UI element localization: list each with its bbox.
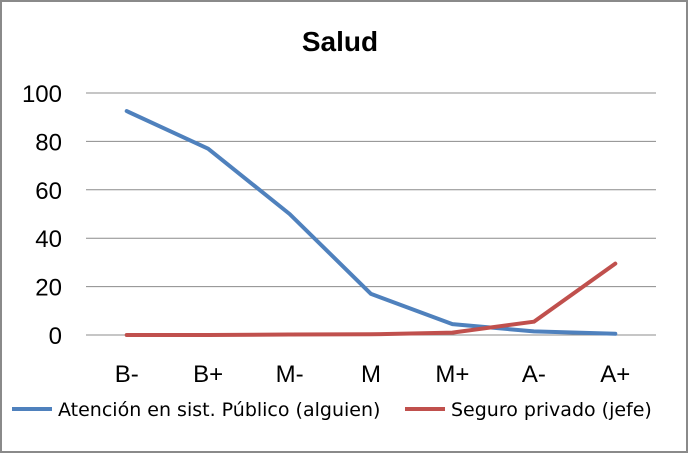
x-tick-label: B+	[193, 361, 223, 388]
chart-title: Salud	[302, 26, 378, 57]
y-tick-label: 80	[35, 129, 62, 156]
x-tick-label: M	[361, 361, 381, 388]
series-line-2	[124, 261, 618, 337]
x-tick-label: A+	[600, 361, 630, 388]
y-tick-label: 20	[35, 275, 62, 302]
x-tick-label: B-	[115, 361, 139, 388]
legend-label: Seguro privado (jefe)	[451, 399, 652, 421]
y-tick-label: 0	[49, 323, 62, 350]
y-tick-label: 100	[22, 81, 62, 108]
x-tick-label: M+	[435, 361, 469, 388]
y-tick-label: 40	[35, 226, 62, 253]
x-tick-label: A-	[522, 361, 546, 388]
x-tick-label: M-	[276, 361, 304, 388]
legend-label: Atención en sist. Público (alguien)	[58, 399, 380, 421]
series-line-1	[124, 109, 618, 336]
y-tick-label: 60	[35, 178, 62, 205]
